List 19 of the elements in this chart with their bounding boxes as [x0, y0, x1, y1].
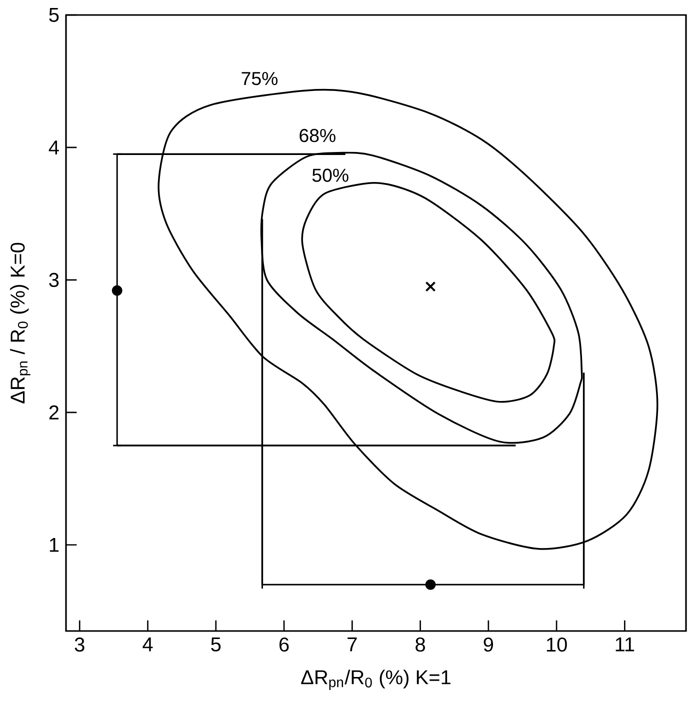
annotation: 50% [312, 168, 348, 182]
x-tick-label: 6 [279, 637, 289, 652]
y-tick-label: 5 [49, 8, 59, 22]
x-tick-label: 11 [616, 637, 634, 652]
annotation: 75% [242, 72, 278, 86]
x-tick-label: 8 [416, 637, 425, 652]
x-tick-label: 5 [211, 637, 221, 652]
annotation: 68% [300, 128, 336, 142]
x-tick-label: 4 [142, 637, 153, 652]
y-tick-label: 4 [48, 140, 59, 154]
x-tick-label: 10 [546, 637, 567, 652]
x-tick-label: 7 [348, 637, 357, 652]
y-axis-title: ΔR$_{pn}$ / R$_{0}$ (%) K=0 [10, 242, 30, 404]
y-tick-label: 3 [49, 272, 59, 288]
x-tick-label: 3 [74, 637, 84, 652]
x-axis-title: ΔR$_{pn}$/R$_{0}$ (%) K=1 [301, 670, 450, 690]
x-tick-label: 9 [484, 637, 494, 652]
y-tick-label: 2 [49, 405, 59, 420]
y-tick-label: 1 [50, 538, 59, 552]
